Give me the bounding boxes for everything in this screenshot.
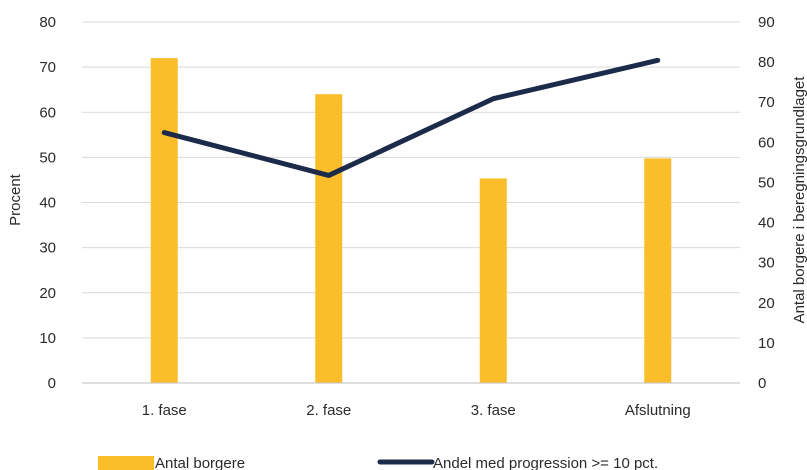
right-tick-label: 10 [758, 335, 775, 352]
x-tick-label: 3. fase [471, 402, 516, 419]
right-tick-label: 60 [758, 134, 775, 151]
left-tick-label: 10 [39, 330, 56, 347]
left-tick-label: 60 [39, 104, 56, 121]
right-tick-label: 20 [758, 295, 775, 312]
right-axis-ticks: 0 10 20 30 40 50 60 70 80 90 [758, 14, 775, 392]
right-tick-label: 50 [758, 174, 775, 191]
right-tick-label: 0 [758, 375, 766, 392]
right-tick-label: 90 [758, 14, 775, 31]
right-axis-title: Antal borgere i beregningsgrundlaget [791, 76, 807, 324]
right-tick-label: 40 [758, 215, 775, 232]
left-tick-label: 0 [48, 375, 56, 392]
bar [315, 94, 343, 383]
left-tick-label: 50 [39, 149, 56, 166]
x-axis-ticks: 1. fase 2. fase 3. fase Afslutning [142, 402, 691, 419]
right-tick-label: 30 [758, 255, 775, 272]
left-tick-label: 70 [39, 59, 56, 76]
legend: Antal borgere Andel med progression >= 1… [98, 455, 658, 470]
left-tick-label: 80 [39, 14, 56, 31]
bar [150, 58, 178, 383]
bar-series [150, 58, 672, 383]
gridlines [82, 21, 740, 339]
x-tick-label: 2. fase [306, 402, 351, 419]
legend-bar-label: Antal borgere [155, 455, 245, 470]
right-tick-label: 70 [758, 94, 775, 111]
left-axis-ticks: 0 10 20 30 40 50 60 70 80 [39, 14, 56, 392]
left-axis-title: Procent [7, 173, 24, 226]
bar [479, 178, 507, 383]
line-series [161, 57, 661, 178]
legend-line-label: Andel med progression >= 10 pct. [433, 455, 658, 470]
series-line [161, 57, 661, 178]
left-tick-label: 30 [39, 240, 56, 257]
left-tick-label: 20 [39, 285, 56, 302]
left-tick-label: 40 [39, 195, 56, 212]
bar [644, 158, 672, 383]
x-tick-label: Afslutning [625, 402, 691, 419]
x-tick-label: 1. fase [142, 402, 187, 419]
right-tick-label: 80 [758, 54, 775, 71]
legend-bar-swatch [98, 456, 154, 470]
